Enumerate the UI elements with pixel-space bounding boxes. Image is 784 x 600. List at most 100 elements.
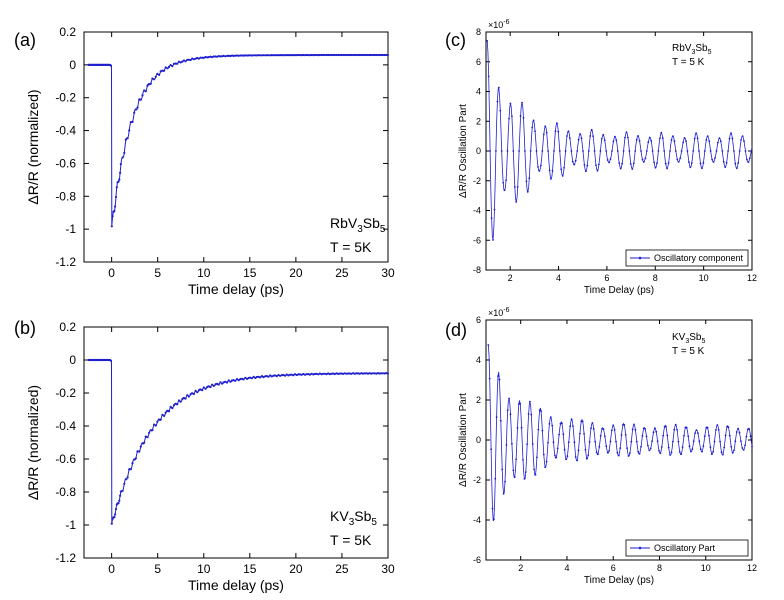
data-point <box>333 53 336 57</box>
data-point <box>383 53 386 57</box>
y-tick-label: -1.2 <box>55 255 76 269</box>
data-point <box>519 402 522 405</box>
data-point <box>189 58 192 62</box>
data-point <box>318 53 321 57</box>
data-point <box>219 381 222 384</box>
data-point <box>264 54 267 57</box>
data-point <box>538 170 541 172</box>
data-point <box>111 215 114 218</box>
compound-part: Sb <box>695 43 708 54</box>
data-point <box>352 53 355 57</box>
data-point <box>542 133 545 136</box>
data-point <box>695 132 697 135</box>
data-point <box>293 54 297 57</box>
data-point <box>490 448 492 451</box>
data-point <box>710 453 713 455</box>
panel-d: (d) 2 4 6 8 10 12 6 4 2 0 -2 -4 -6 Time Delay (ps) ΔR/R… <box>445 307 757 586</box>
data-point <box>300 54 303 57</box>
data-point <box>609 158 612 160</box>
data-point <box>662 434 665 437</box>
data-point <box>371 53 375 57</box>
compound-sub: 5 <box>701 338 705 345</box>
data-point <box>110 522 113 525</box>
data-point <box>307 54 310 57</box>
data-point <box>605 445 608 448</box>
data-point <box>167 65 171 68</box>
data-point <box>239 378 242 381</box>
data-point <box>617 454 620 457</box>
compound-sub: 5 <box>380 224 386 235</box>
data-point <box>350 53 353 57</box>
data-point <box>719 440 721 443</box>
data-point <box>192 58 195 61</box>
data-point <box>734 440 737 443</box>
data-point <box>677 440 680 443</box>
data-point <box>676 158 679 161</box>
data-point <box>715 150 718 152</box>
data-point <box>502 181 505 184</box>
data-point <box>621 162 623 165</box>
data-point <box>373 53 376 57</box>
data-point <box>505 179 507 182</box>
x-tick-label: 25 <box>335 266 349 280</box>
data-point <box>156 420 159 423</box>
x-tick-label: 30 <box>381 562 395 576</box>
data-point <box>503 189 506 192</box>
data-point <box>509 413 512 416</box>
data-point <box>117 180 120 183</box>
data-point <box>616 451 619 454</box>
x-tick-label: 4 <box>556 273 561 283</box>
data-point <box>176 403 179 406</box>
data-point <box>227 54 230 58</box>
data-point <box>537 428 540 431</box>
data-point <box>701 450 703 453</box>
data-point <box>616 150 619 152</box>
data-point <box>564 150 567 152</box>
data-point <box>191 392 194 395</box>
data-point <box>602 133 605 136</box>
data-point <box>667 446 670 449</box>
data-point <box>159 70 162 73</box>
data-point <box>486 40 489 42</box>
data-point <box>171 65 174 68</box>
data-point <box>571 160 574 163</box>
data-point <box>226 381 229 384</box>
y-tick-label: 0.2 <box>59 25 76 39</box>
data-point <box>549 416 552 419</box>
data-point <box>172 62 176 65</box>
data-point <box>685 140 687 143</box>
y-tick-label: 2 <box>476 395 481 405</box>
data-point <box>601 427 603 430</box>
data-point <box>614 135 616 138</box>
data-point <box>325 53 328 57</box>
data-point <box>635 138 638 141</box>
data-point <box>683 434 685 437</box>
data-point <box>746 158 748 161</box>
data-point <box>666 434 669 437</box>
data-point <box>623 424 626 426</box>
data-point <box>148 83 151 86</box>
data-point <box>380 53 383 57</box>
data-point <box>146 84 149 87</box>
y-tick-label: -4 <box>473 515 481 525</box>
data-point <box>275 375 278 378</box>
data-point <box>207 385 210 388</box>
data-point <box>386 53 389 57</box>
compound-label: RbV3Sb5 <box>672 43 712 56</box>
data-point <box>353 372 356 375</box>
data-point <box>515 458 517 461</box>
data-point <box>669 454 671 456</box>
data-point <box>577 449 580 452</box>
data-point <box>631 428 634 431</box>
y-axis-label: ΔR/R Oscillation Part <box>458 104 469 198</box>
data-point <box>202 386 205 389</box>
data-point <box>139 98 142 101</box>
data-point <box>487 75 490 78</box>
data-point <box>187 395 190 398</box>
data-point <box>136 106 139 109</box>
data-point <box>202 56 205 60</box>
data-point <box>726 425 728 428</box>
data-point <box>312 54 315 57</box>
x-tick-label: 6 <box>611 563 616 573</box>
y-axis-label: ΔR/R (normalized) <box>25 89 41 204</box>
